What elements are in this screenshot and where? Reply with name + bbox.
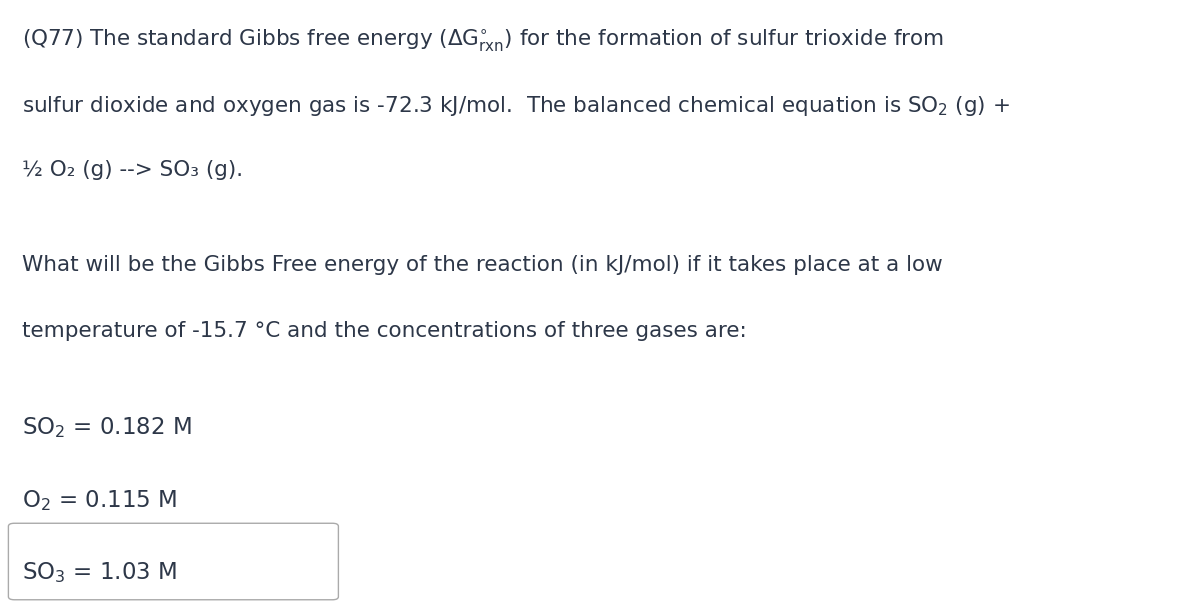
Text: sulfur dioxide and oxygen gas is -72.3 kJ/mol.  The balanced chemical equation i: sulfur dioxide and oxygen gas is -72.3 k… [22, 94, 1009, 118]
Text: SO$_{\mathregular{3}}$ = 1.03 M: SO$_{\mathregular{3}}$ = 1.03 M [22, 560, 176, 585]
Text: (Q77) The standard Gibbs free energy ($\Delta$G$^{\circ}_{\mathregular{rxn}}$) f: (Q77) The standard Gibbs free energy ($\… [22, 28, 943, 54]
FancyBboxPatch shape [8, 523, 338, 600]
Text: What will be the Gibbs Free energy of the reaction (in kJ/mol) if it takes place: What will be the Gibbs Free energy of th… [22, 255, 942, 275]
Text: temperature of -15.7 °C and the concentrations of three gases are:: temperature of -15.7 °C and the concentr… [22, 321, 746, 341]
Text: O$_{\mathregular{2}}$ = 0.115 M: O$_{\mathregular{2}}$ = 0.115 M [22, 488, 176, 513]
Text: SO$_{\mathregular{2}}$ = 0.182 M: SO$_{\mathregular{2}}$ = 0.182 M [22, 416, 191, 441]
Text: ½ O₂ (g) --> SO₃ (g).: ½ O₂ (g) --> SO₃ (g). [22, 160, 242, 180]
